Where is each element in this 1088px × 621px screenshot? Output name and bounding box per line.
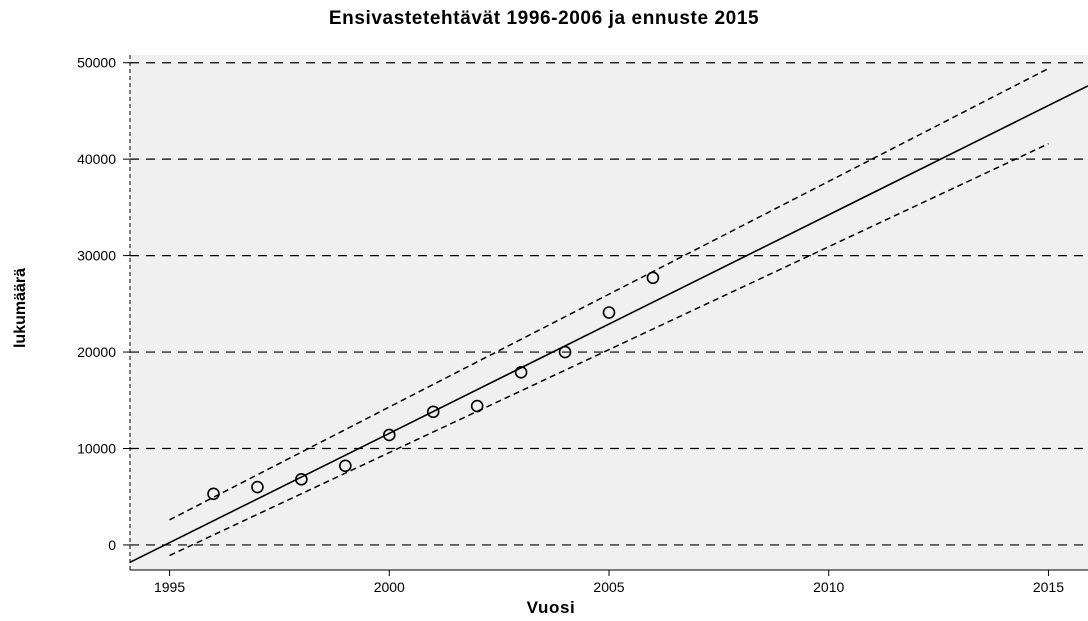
x-tick-label-3: 2010 xyxy=(813,579,844,595)
data-point-2000 xyxy=(382,428,396,442)
data-point-1998 xyxy=(295,473,308,486)
confidence-upper-line xyxy=(169,67,1049,521)
x-tick-label-0: 1995 xyxy=(154,579,185,595)
y-tick-label-5: 50000 xyxy=(77,55,116,71)
plot-area-background xyxy=(130,55,1088,570)
y-tick-label-2: 20000 xyxy=(77,344,116,360)
axes: 0 10000 20000 30000 40000 50000 1995 2000 2005 20… xyxy=(77,55,1088,595)
data-point-2004 xyxy=(558,345,572,359)
data-point-2001 xyxy=(426,405,440,419)
y-axis-title: lukumäärä xyxy=(12,267,29,349)
regression-line xyxy=(129,85,1088,564)
y-tick-label-4: 40000 xyxy=(77,151,116,167)
data-point-1996 xyxy=(207,487,220,501)
x-tick-label-2: 2005 xyxy=(593,579,624,595)
data-point-2005 xyxy=(602,306,616,319)
data-point-1999 xyxy=(339,459,352,473)
data-point-2006 xyxy=(646,271,660,285)
data-point-2003 xyxy=(514,365,528,379)
y-tick-label-1: 10000 xyxy=(77,440,116,456)
series-layer xyxy=(129,67,1088,564)
data-point-1997 xyxy=(251,480,264,494)
chart-title: Ensivastetehtävät 1996-2006 ja ennuste 2… xyxy=(328,8,760,29)
x-tick-label-1: 2000 xyxy=(374,579,405,595)
y-tick-label-0: 0 xyxy=(108,537,116,553)
y-tick-label-3: 30000 xyxy=(77,248,116,264)
x-tick-label-4: 2015 xyxy=(1033,579,1064,595)
data-point-2002 xyxy=(470,399,484,413)
confidence-lower-line xyxy=(169,143,1049,557)
x-axis-title: Vuosi xyxy=(526,598,576,617)
